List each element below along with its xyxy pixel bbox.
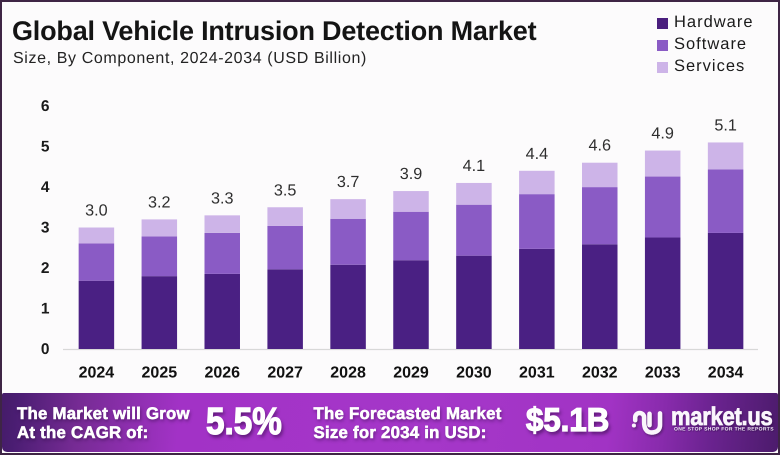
svg-text:4.6: 4.6 [589, 137, 612, 155]
svg-text:2030: 2030 [456, 364, 492, 381]
svg-text:2024: 2024 [79, 364, 115, 381]
svg-text:2029: 2029 [393, 364, 429, 381]
svg-text:0: 0 [41, 341, 50, 358]
svg-text:4.4: 4.4 [526, 145, 549, 163]
svg-text:4: 4 [41, 179, 50, 196]
svg-text:2031: 2031 [519, 364, 555, 381]
svg-text:2032: 2032 [582, 364, 618, 381]
svg-text:1: 1 [41, 301, 50, 318]
svg-text:5: 5 [41, 139, 50, 156]
svg-text:3: 3 [41, 220, 50, 237]
svg-text:2025: 2025 [142, 364, 178, 381]
svg-text:2028: 2028 [330, 364, 366, 381]
svg-text:3.7: 3.7 [337, 173, 360, 191]
svg-text:3.0: 3.0 [85, 202, 108, 220]
svg-text:4.9: 4.9 [651, 125, 674, 143]
svg-text:3.3: 3.3 [211, 189, 234, 207]
svg-text:4.1: 4.1 [463, 157, 486, 175]
svg-text:6: 6 [41, 98, 50, 115]
svg-text:2034: 2034 [708, 364, 744, 381]
svg-text:3.2: 3.2 [148, 193, 171, 211]
svg-text:2: 2 [41, 260, 50, 277]
svg-text:3.5: 3.5 [274, 181, 297, 199]
svg-text:3.9: 3.9 [400, 165, 423, 183]
svg-text:2033: 2033 [645, 364, 681, 381]
svg-text:2026: 2026 [204, 364, 240, 381]
svg-text:2027: 2027 [267, 364, 303, 381]
svg-text:5.1: 5.1 [714, 116, 737, 134]
